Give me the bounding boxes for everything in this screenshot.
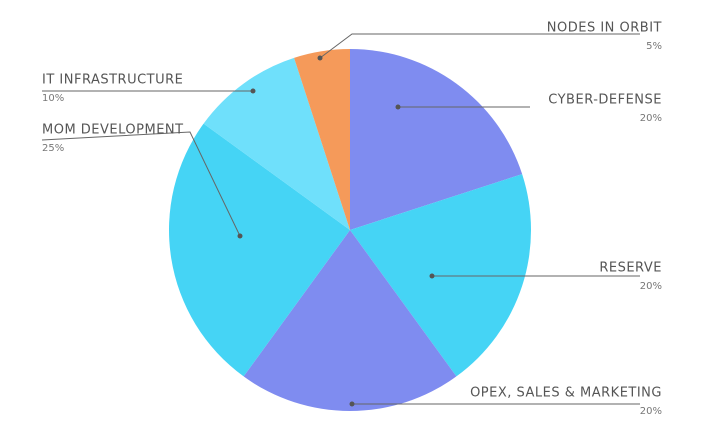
leader-dot [349,401,355,407]
slice-value: 10% [42,93,64,104]
slice-label: CYBER-DEFENSE [548,93,662,108]
pie-slice [169,123,350,377]
slice-value: 5% [646,41,662,52]
slice-value: 20% [640,281,662,292]
slice-label: OPEX, SALES & MARKETING [470,386,662,401]
pie-slice [350,174,531,377]
slice-label: NODES IN ORBIT [547,21,662,36]
leader-line [41,131,241,237]
leader-line [319,33,640,59]
leader-dot [317,55,323,61]
slice-value: 20% [640,113,662,124]
slice-label: MOM DEVELOPMENT [42,123,184,138]
pie-slice [203,57,350,231]
slice-label: IT INFRASTRUCTURE [42,73,183,88]
leader-dot [237,233,243,239]
slice-label: RESERVE [599,261,662,276]
leader-dot [250,88,256,94]
leader-dot [429,273,435,279]
pie-slice [294,49,350,230]
pie-slice [350,49,523,230]
slice-value: 25% [42,143,64,154]
slice-value: 20% [640,406,662,417]
leader-dot [395,104,401,110]
pie-slice [243,230,457,411]
